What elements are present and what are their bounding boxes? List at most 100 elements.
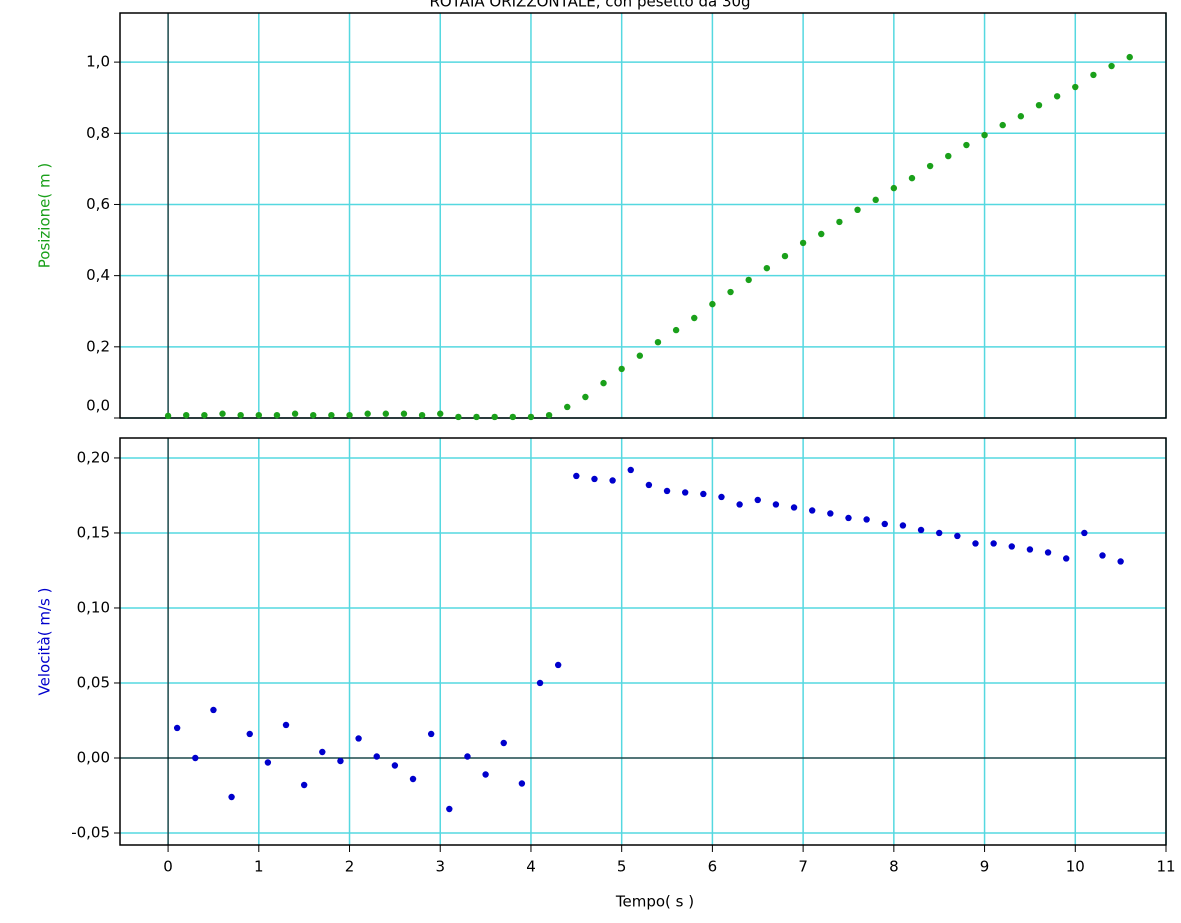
point [573,472,580,480]
point [636,352,644,359]
plot-area [120,438,1166,845]
y-tick-label: 0,0 [86,397,110,415]
point [1108,62,1115,70]
point [273,411,281,419]
point [709,300,716,308]
point [409,775,417,783]
point [1081,529,1088,537]
point [518,780,526,787]
point [845,514,852,522]
point [418,411,426,419]
point [1053,93,1061,100]
point [1017,113,1025,120]
point [536,679,544,687]
point [700,490,707,498]
point [981,131,988,139]
point [255,411,263,419]
point [881,520,888,528]
point [173,724,181,732]
point [936,529,943,537]
point [455,413,462,421]
point [183,411,190,419]
point [246,730,253,738]
point [228,793,235,801]
point [1008,543,1015,550]
point [600,379,607,387]
point [808,507,816,514]
point [1072,83,1079,91]
point [264,759,272,766]
point [355,735,362,742]
x-tick-label: 4 [526,858,536,876]
x-tick-label: 2 [345,858,355,876]
point [437,410,444,417]
point [799,239,807,247]
point [990,540,997,547]
point [527,413,535,421]
point [545,411,553,419]
point [1044,549,1052,556]
point [300,781,308,789]
point [954,532,961,540]
point [863,516,870,523]
point [464,753,471,760]
point [645,481,653,489]
point [509,413,517,421]
point [400,410,408,417]
point [772,501,780,508]
point [391,762,399,769]
y-axis-label: Posizione( m ) [36,163,54,268]
point [1090,71,1097,79]
y-tick-label: 0,00 [77,748,110,766]
x-tick-label: 6 [708,858,718,876]
plot-border [119,12,1167,419]
point [827,510,834,517]
x-tick-label: 10 [1066,858,1085,876]
plot-area [120,13,1166,418]
x-tick-label: 8 [889,858,899,876]
point [564,403,571,411]
y-tick-label: -0,05 [71,823,110,841]
point [1026,546,1034,553]
point [237,411,244,419]
point [554,661,562,669]
x-axis-label: Tempo( s ) [615,893,694,911]
point [899,522,907,529]
point [754,496,761,504]
point [582,393,589,401]
chart-title: ROTAIA ORIZZONTALE, con pesetto da 30g [429,0,750,11]
point [500,739,507,747]
point [192,754,199,762]
point [663,487,671,495]
point [1126,53,1133,61]
point [972,540,979,547]
point [310,411,317,419]
point [382,410,390,417]
point [1117,558,1124,565]
point [745,276,752,284]
point [654,338,662,346]
y-tick-label: 0,4 [86,266,110,284]
point [219,410,226,417]
point [908,174,916,182]
point [890,184,898,192]
point [718,493,725,501]
y-tick-label: 0,2 [86,337,110,355]
point [1099,552,1106,559]
point [364,410,371,417]
point [627,466,634,474]
point [282,721,290,729]
point [854,206,861,214]
point [319,748,326,756]
point [945,152,952,160]
point [917,526,925,534]
point [1063,555,1070,562]
y-tick-label: 0,6 [86,195,110,213]
y-axis-label: Velocità( m/s ) [36,588,54,696]
point [328,411,335,419]
point [963,141,970,149]
point [763,264,771,272]
point [373,753,380,760]
point [872,196,879,204]
point [609,477,616,484]
